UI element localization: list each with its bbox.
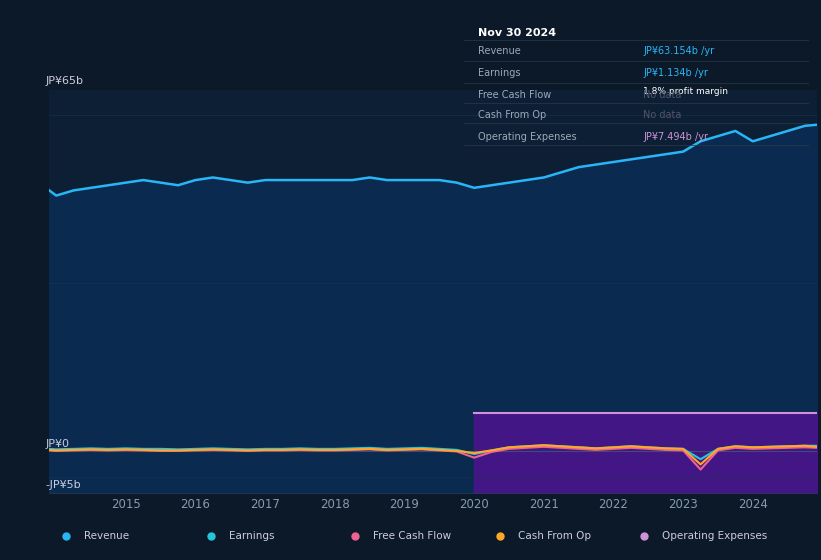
Text: Free Cash Flow: Free Cash Flow (374, 531, 452, 541)
Text: Earnings: Earnings (229, 531, 274, 541)
Text: Revenue: Revenue (478, 46, 521, 56)
Text: JP¥63.154b /yr: JP¥63.154b /yr (643, 46, 714, 56)
Text: No data: No data (643, 110, 681, 120)
Text: Earnings: Earnings (478, 68, 521, 77)
Text: Operating Expenses: Operating Expenses (478, 132, 576, 142)
Text: -JP¥5b: -JP¥5b (45, 480, 80, 490)
Text: JP¥65b: JP¥65b (45, 76, 83, 86)
Text: Cash From Op: Cash From Op (518, 531, 591, 541)
Text: Revenue: Revenue (85, 531, 130, 541)
Text: JP¥7.494b /yr: JP¥7.494b /yr (643, 132, 709, 142)
Text: No data: No data (643, 90, 681, 100)
Text: 1.8% profit margin: 1.8% profit margin (643, 87, 728, 96)
Text: Cash From Op: Cash From Op (478, 110, 546, 120)
Text: Operating Expenses: Operating Expenses (663, 531, 768, 541)
Text: JP¥1.134b /yr: JP¥1.134b /yr (643, 68, 708, 77)
Text: Nov 30 2024: Nov 30 2024 (478, 28, 556, 38)
Text: Free Cash Flow: Free Cash Flow (478, 90, 551, 100)
Text: JP¥0: JP¥0 (45, 438, 69, 449)
